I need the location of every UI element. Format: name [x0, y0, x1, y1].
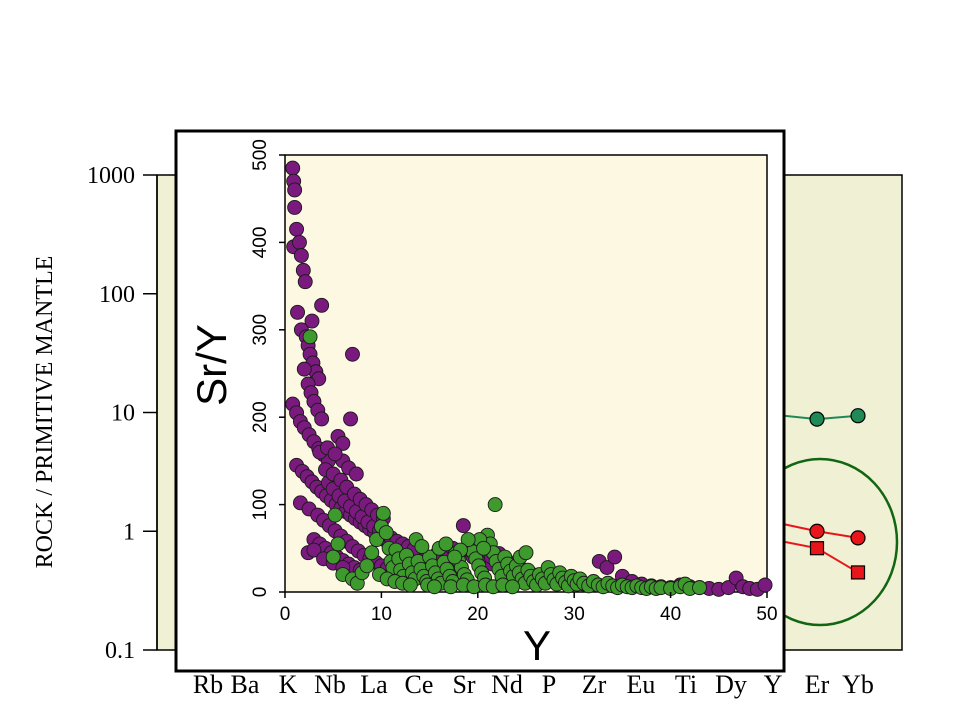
inset-y-tick-label: 500: [250, 139, 271, 171]
background-y-tick-label: 1: [123, 519, 135, 545]
background-series-marker: [809, 523, 825, 539]
green-point: [487, 497, 503, 513]
background-element-label: Nb: [314, 670, 346, 699]
background-series-marker: [850, 565, 866, 580]
green-point: [378, 525, 394, 541]
purple-point: [455, 518, 471, 534]
inset-y-tick-label: 300: [250, 314, 271, 346]
purple-point: [757, 577, 773, 593]
purple-point: [327, 446, 343, 462]
purple-point: [314, 297, 330, 313]
background-element-labels: Rb Ba K Nb La Ce Sr Nd P Zr Eu Ti Dy Y Er Yb: [193, 670, 874, 699]
background-series-marker: [850, 408, 866, 424]
purple-point: [345, 346, 360, 362]
purple-point: [348, 466, 364, 482]
purple-point: [285, 160, 301, 176]
purple-point: [599, 560, 615, 575]
background-element-label: Yb: [842, 670, 874, 699]
inset-y-axis-label: Sr/Y: [188, 324, 235, 406]
purple-point: [290, 304, 305, 320]
inset-x-tick-label: 40: [660, 604, 681, 625]
inset-y-tick-label: 0: [250, 587, 271, 598]
background-element-label: Rb: [193, 670, 223, 699]
inset-x-tick-label: 0: [280, 604, 291, 625]
background-series-marker: [809, 411, 825, 427]
green-series-points: [302, 329, 707, 596]
inset-y-tick-label: 100: [250, 489, 271, 521]
green-point: [460, 532, 476, 548]
purple-point: [292, 234, 307, 250]
purple-point: [287, 182, 303, 198]
background-element-label: Eu: [627, 670, 656, 699]
scatter-points: [285, 160, 773, 597]
background-element-label: Y: [764, 670, 783, 699]
green-point: [330, 536, 346, 552]
inset-x-tick-label: 30: [564, 604, 585, 625]
green-point: [359, 558, 375, 574]
green-point: [325, 549, 341, 565]
inset-y-ticks: 0 100 200 300 400 500: [250, 139, 285, 597]
background-y-axis-label: ROCK / PRIMITIVE MANTLE: [32, 256, 58, 569]
background-element-label: K: [279, 670, 298, 699]
background-element-label: P: [542, 670, 556, 699]
background-y-tick-label: 0.1: [105, 638, 135, 664]
green-point: [375, 505, 391, 521]
background-element-label: Dy: [715, 670, 747, 699]
inset-x-axis-label: Y: [523, 622, 551, 669]
inset-y-tick-label: 200: [250, 401, 271, 433]
inset-x-tick-label: 50: [756, 604, 777, 625]
background-y-ticks: 1000 100 10 1 0.1: [87, 163, 157, 664]
inset-x-tick-label: 10: [371, 604, 392, 625]
background-element-label: Zr: [582, 670, 607, 699]
inset-scatter-chart: 0 10 20 30 40 50 0 100 200 300 400 500 Y Sr/Y: [174, 129, 786, 673]
purple-point: [304, 313, 320, 329]
inset-y-tick-label: 400: [250, 227, 271, 259]
green-point: [447, 549, 463, 565]
green-point: [327, 507, 343, 523]
purple-point: [287, 199, 303, 215]
background-element-label: Ti: [675, 670, 697, 699]
green-point: [518, 545, 534, 561]
purple-point: [293, 248, 309, 263]
purple-point: [335, 435, 351, 451]
purple-point: [306, 542, 322, 558]
purple-point: [314, 411, 330, 427]
purple-point: [607, 549, 623, 565]
background-element-label: Sr: [452, 670, 475, 699]
inset-x-tick-label: 20: [467, 604, 488, 625]
green-point: [426, 579, 442, 595]
background-y-tick-label: 1000: [87, 163, 135, 189]
background-element-label: Nd: [491, 670, 523, 699]
green-point: [414, 539, 430, 555]
purple-point: [297, 274, 313, 290]
background-element-label: Ba: [231, 670, 260, 699]
green-point: [692, 580, 707, 596]
green-point: [402, 577, 418, 593]
background-y-tick-label: 100: [99, 282, 135, 308]
background-y-tick-label: 10: [111, 401, 135, 427]
background-series-marker: [809, 541, 825, 556]
background-series-marker: [850, 530, 866, 546]
purple-point: [289, 221, 305, 237]
green-point: [476, 540, 492, 556]
background-element-label: La: [360, 670, 388, 699]
green-point: [443, 579, 459, 595]
background-element-label: Ce: [405, 670, 434, 699]
green-point: [505, 579, 520, 595]
green-point: [364, 545, 380, 561]
purple-point: [343, 411, 359, 427]
purple-point: [296, 361, 312, 377]
green-point: [438, 536, 454, 552]
green-point: [302, 329, 318, 345]
background-element-label: Er: [805, 670, 830, 699]
inset-x-ticks: 0 10 20 30 40 50: [280, 592, 778, 625]
